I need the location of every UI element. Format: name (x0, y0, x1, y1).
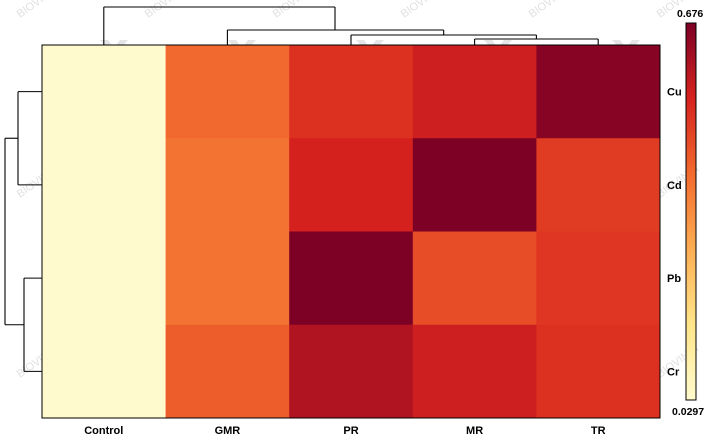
colorbar (685, 22, 697, 401)
column-labels: Control GMR PR MR TR (84, 425, 605, 437)
heatmap-cell-Pb-Control (42, 231, 167, 326)
heatmap-cell-Cr-PR (289, 324, 414, 419)
column-label-tr: TR (591, 425, 606, 437)
heatmap-cell-Cd-MR (412, 138, 537, 232)
watermark-tile: BIOVINCI (399, 0, 445, 20)
heatmap-cell-Pb-GMR (165, 231, 290, 326)
heatmap-cell-Cu-Control (42, 45, 167, 139)
heatmap-cell-Cr-GMR (165, 324, 290, 419)
watermark-tile: BIOVINCI (271, 0, 317, 20)
colorbar-min-label: 0.0297 (672, 406, 704, 418)
watermark-text: BIOVINCI (399, 0, 445, 20)
heatmap-cell-Cd-PR (289, 138, 414, 232)
row-label-cu: Cu (667, 87, 682, 99)
column-label-gmr: GMR (215, 425, 241, 437)
watermark-tile: BIOVINCI (15, 0, 61, 20)
heatmap-cell-Pb-MR (412, 231, 537, 326)
heatmap-cell-Cr-MR (412, 324, 537, 419)
watermark-text: BIOVINCI (15, 0, 61, 20)
heatmap-cell-Cd-Control (42, 138, 167, 232)
heatmap-cell-Pb-TR (536, 231, 661, 326)
heatmap-cell-Cu-MR (412, 45, 537, 139)
row-dendrogram (4, 91, 42, 372)
watermark-tile: BIOVINCI (143, 0, 189, 20)
row-label-cr: Cr (667, 366, 680, 378)
heatmap-cell-Cd-TR (536, 138, 661, 232)
row-labels: Cu Cd Pb Cr (667, 87, 682, 379)
column-label-mr: MR (466, 425, 483, 437)
column-dendrogram (103, 6, 599, 45)
heatmap-cell-Cu-GMR (165, 45, 290, 139)
watermark-text: BIOVINCI (527, 0, 573, 20)
heatmap-cell-Cu-PR (289, 45, 414, 139)
colorbar-max-label: 0.676 (677, 8, 703, 20)
row-label-cd: Cd (667, 180, 682, 192)
heatmap-cells (42, 45, 661, 419)
heatmap-cell-Pb-PR (289, 231, 414, 326)
column-label-control: Control (84, 425, 123, 437)
watermark-tile: BIOVINCI (527, 0, 573, 20)
column-label-pr: PR (343, 425, 358, 437)
heatmap-cell-Cd-GMR (165, 138, 290, 232)
row-label-pb: Pb (667, 273, 681, 285)
heatmap-cell-Cr-TR (536, 324, 661, 419)
heatmap-cell-Cu-TR (536, 45, 661, 139)
watermark-text: BIOVINCI (143, 0, 189, 20)
watermark-text: BIOVINCI (271, 0, 317, 20)
heatmap-cell-Cr-Control (42, 324, 167, 419)
